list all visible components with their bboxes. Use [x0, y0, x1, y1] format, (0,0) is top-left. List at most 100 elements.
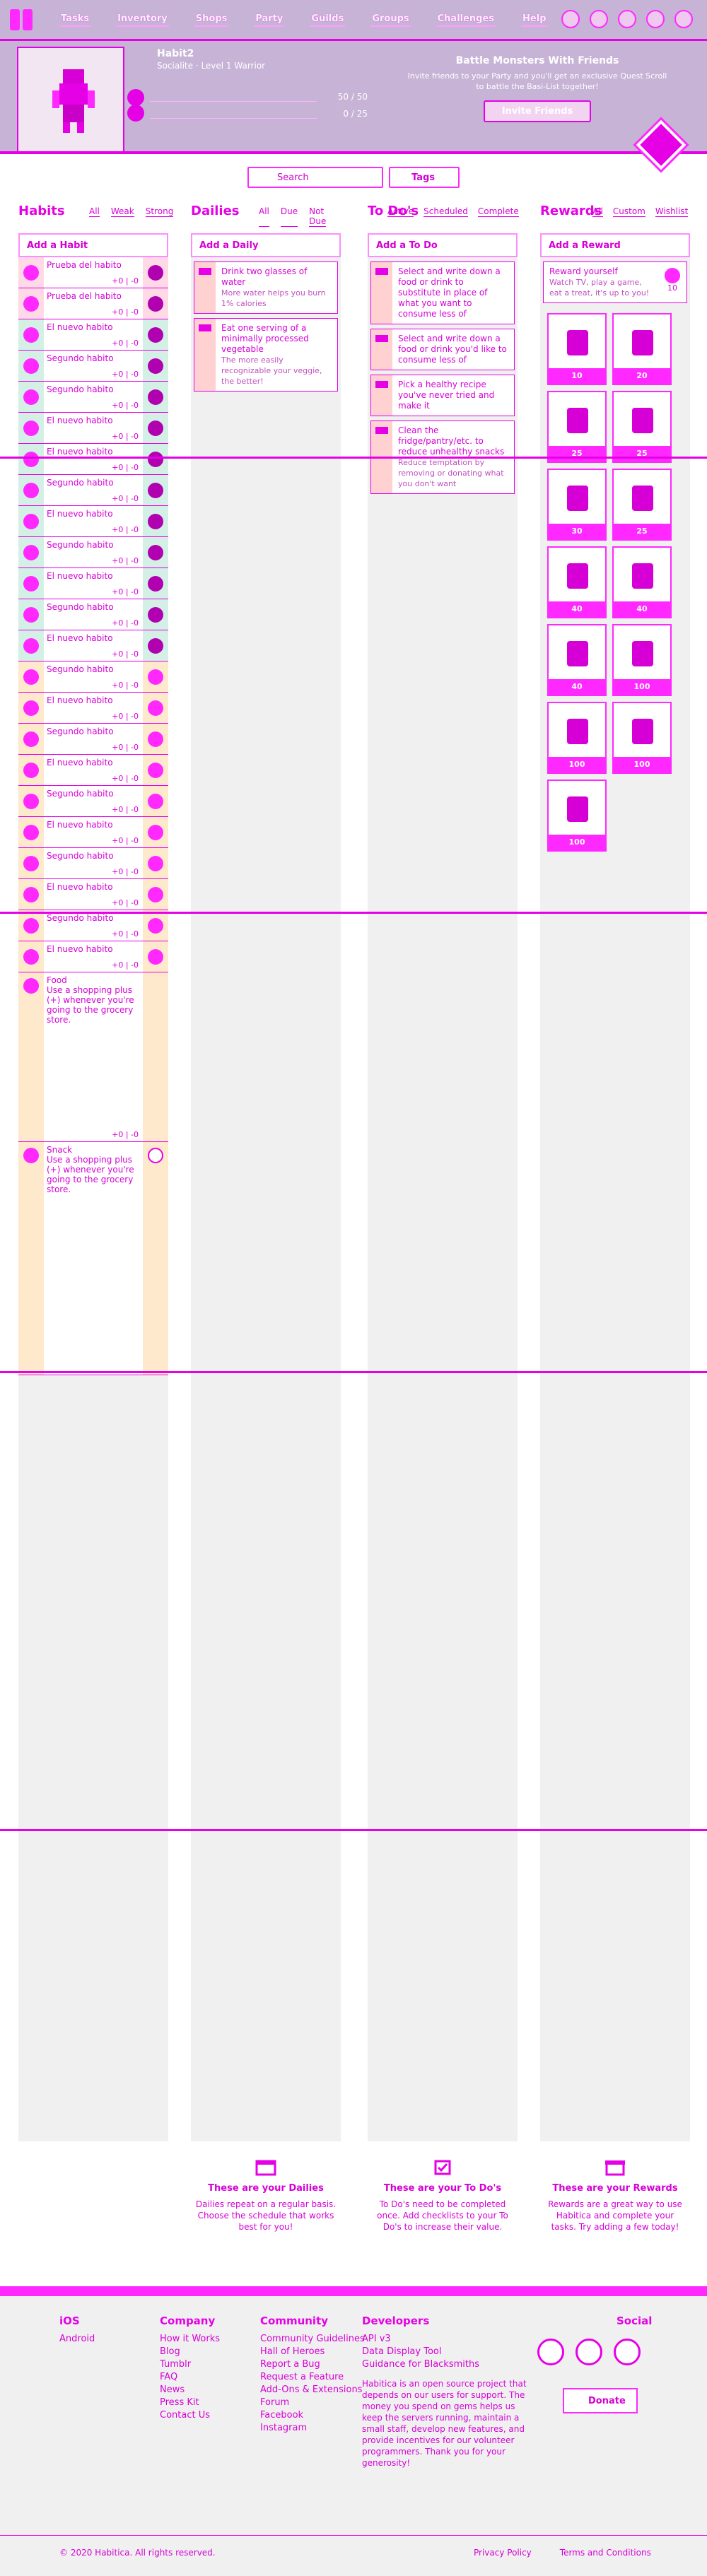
nav-item-party[interactable]: Party	[254, 12, 285, 27]
habits-filter-weak[interactable]: Weak	[110, 206, 134, 217]
add-habit-input[interactable]: Add a Habit	[18, 233, 168, 257]
habits-filter-strong[interactable]: Strong	[145, 206, 174, 217]
habit-plus-icon[interactable]	[23, 1148, 39, 1163]
twitter-icon[interactable]	[537, 2339, 564, 2365]
footer-link-blog[interactable]: Blog	[160, 2346, 180, 2357]
todo-card[interactable]: Select and write down a food or drink to…	[370, 261, 515, 324]
rewards-filter-wishlist[interactable]: Wishlist	[655, 206, 689, 217]
habit-row[interactable]: Segundo habito +0 | -0	[18, 351, 168, 382]
add-todo-input[interactable]: Add a To Do	[368, 233, 518, 257]
habit-row[interactable]: Segundo habito +0 | -0	[18, 537, 168, 568]
habit-plus-icon[interactable]	[23, 731, 39, 747]
habit-row[interactable]: El nuevo habito +0 | -0	[18, 755, 168, 786]
daily-card[interactable]: Eat one serving of a minimally processed…	[194, 318, 338, 392]
todos-filter-complete[interactable]: Complete	[477, 206, 519, 217]
nav-item-tasks[interactable]: Tasks	[59, 12, 91, 27]
user-menu-icon[interactable]	[674, 10, 693, 28]
todo-checkbox[interactable]	[371, 375, 392, 416]
reward-item[interactable]: 20	[612, 313, 672, 385]
footer-ios-link[interactable]: iOS	[59, 2315, 80, 2327]
terms-link[interactable]: Terms and Conditions	[559, 2548, 651, 2558]
habit-plus-icon[interactable]	[23, 513, 39, 529]
daily-card[interactable]: Drink two glasses of water More water hel…	[194, 261, 338, 314]
footer-link-news[interactable]: News	[160, 2384, 185, 2395]
gem-icon[interactable]	[561, 10, 580, 28]
footer-link-add-ons-extensions[interactable]: Add-Ons & Extensions	[260, 2384, 363, 2395]
gold-coin-icon[interactable]	[665, 268, 680, 283]
reward-item[interactable]: 40	[612, 546, 672, 618]
habit-minus-icon[interactable]	[148, 513, 163, 529]
todos-filter-active[interactable]: Active	[387, 206, 414, 217]
habit-plus-icon[interactable]	[23, 327, 39, 343]
habit-minus-icon[interactable]	[148, 824, 163, 840]
habit-minus-icon[interactable]	[148, 793, 163, 809]
habit-row[interactable]: El nuevo habito +0 | -0	[18, 941, 168, 972]
notifications-icon[interactable]	[646, 10, 665, 28]
habit-minus-icon[interactable]	[148, 420, 163, 436]
habit-snack[interactable]: Snack Use a shopping plus (+) whenever yo…	[18, 1142, 168, 1375]
habitica-logo[interactable]	[10, 8, 45, 30]
footer-link-faq[interactable]: FAQ	[160, 2372, 178, 2382]
footer-link-how-it-works[interactable]: How it Works	[160, 2334, 221, 2344]
habit-plus-icon[interactable]	[23, 948, 39, 965]
habit-row[interactable]: El nuevo habito +0 | -0	[18, 817, 168, 848]
habit-minus-icon[interactable]	[148, 1148, 163, 1163]
habit-plus-icon[interactable]	[23, 637, 39, 654]
habit-row[interactable]: Segundo habito +0 | -0	[18, 475, 168, 506]
todos-filter-scheduled[interactable]: Scheduled	[423, 206, 468, 217]
habit-row[interactable]: Prueba del habito +0 | -0	[18, 288, 168, 319]
footer-link-forum[interactable]: Forum	[260, 2397, 290, 2408]
habit-plus-icon[interactable]	[23, 917, 39, 934]
habit-minus-icon[interactable]	[148, 295, 163, 312]
habit-food[interactable]: Food Use a shopping plus (+) whenever you…	[18, 972, 168, 1142]
habit-minus-icon[interactable]	[148, 948, 163, 965]
habit-plus-icon[interactable]	[23, 389, 39, 405]
reward-item[interactable]: 40	[547, 624, 607, 696]
reward-item[interactable]: 25	[547, 391, 607, 463]
reward-item[interactable]: 100	[612, 702, 672, 774]
habit-minus-icon[interactable]	[148, 669, 163, 685]
habit-plus-icon[interactable]	[23, 544, 39, 560]
donate-button[interactable]: Donate	[563, 2388, 638, 2413]
habit-plus-icon[interactable]	[23, 669, 39, 685]
habit-minus-icon[interactable]	[148, 575, 163, 592]
habit-minus-icon[interactable]	[148, 855, 163, 871]
habit-row[interactable]: Segundo habito +0 | -0	[18, 786, 168, 817]
footer-link-contact-us[interactable]: Contact Us	[160, 2410, 210, 2421]
habit-plus-icon[interactable]	[23, 700, 39, 716]
reward-item[interactable]: 10	[547, 313, 607, 385]
habit-row[interactable]: Segundo habito +0 | -0	[18, 724, 168, 755]
search-input[interactable]: Search	[247, 167, 383, 188]
dailies-filter-not-due[interactable]: Not Due	[309, 206, 327, 227]
nav-item-guilds[interactable]: Guilds	[310, 12, 346, 27]
nav-item-inventory[interactable]: Inventory	[116, 12, 169, 27]
footer-android-link[interactable]: Android	[59, 2334, 95, 2344]
avatar[interactable]	[17, 47, 124, 153]
habit-minus-icon[interactable]	[148, 606, 163, 623]
footer-link-report-a-bug[interactable]: Report a Bug	[260, 2359, 320, 2370]
habit-minus-icon[interactable]	[148, 358, 163, 374]
facebook-icon[interactable]	[614, 2339, 641, 2365]
habit-row[interactable]: El nuevo habito +0 | -0	[18, 506, 168, 537]
todo-card[interactable]: Select and write down a food or drink yo…	[370, 329, 515, 370]
todo-checkbox[interactable]	[371, 262, 392, 324]
nav-item-groups[interactable]: Groups	[370, 12, 411, 27]
reward-item[interactable]: 25	[612, 469, 672, 541]
habit-row[interactable]: Segundo habito +0 | -0	[18, 848, 168, 879]
habit-plus-icon[interactable]	[23, 264, 39, 281]
habit-plus-icon[interactable]	[23, 606, 39, 623]
habit-minus-icon[interactable]	[148, 389, 163, 405]
add-daily-input[interactable]: Add a Daily	[191, 233, 341, 257]
todo-checkbox[interactable]	[371, 329, 392, 370]
habit-minus-icon[interactable]	[148, 482, 163, 498]
habit-plus-icon[interactable]	[23, 886, 39, 902]
habit-plus-icon[interactable]	[23, 295, 39, 312]
footer-link-instagram[interactable]: Instagram	[260, 2423, 308, 2433]
footer-link-hall-of-heroes[interactable]: Hall of Heroes	[260, 2346, 325, 2357]
nav-item-help[interactable]: Help	[521, 12, 548, 27]
habit-plus-icon[interactable]	[23, 420, 39, 436]
habit-plus-icon[interactable]	[23, 762, 39, 778]
habit-row[interactable]: Segundo habito +0 | -0	[18, 910, 168, 941]
footer-link-press-kit[interactable]: Press Kit	[160, 2397, 199, 2408]
invite-friends-button[interactable]: Invite Friends	[483, 100, 592, 122]
